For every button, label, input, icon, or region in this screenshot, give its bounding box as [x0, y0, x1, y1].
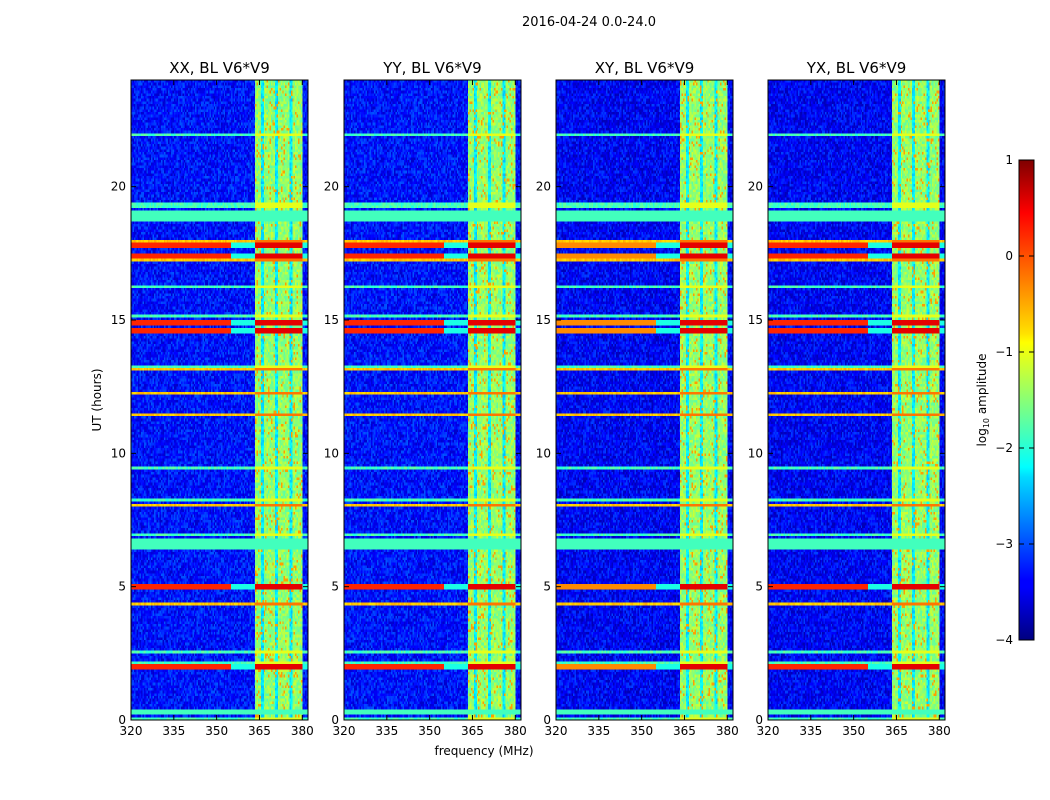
- x-tick-label: 320: [545, 724, 568, 738]
- y-tick-label: 10: [748, 446, 763, 460]
- x-tick-label: 380: [291, 724, 314, 738]
- heatmap-1: [131, 80, 308, 720]
- panel-4: YX, BL V6*V9 320 335 350 365 380 0 5 10 15 20: [748, 59, 951, 738]
- colorbar: 10−1−2−3−4 log10 amplitude: [975, 153, 1035, 647]
- y-tick-label: 10: [536, 446, 551, 460]
- y-tick-label: 5: [543, 580, 551, 594]
- heatmap-3: [556, 80, 733, 720]
- colorbar-gradient: [1019, 160, 1034, 640]
- x-tick-label: 335: [375, 724, 398, 738]
- colorbar-label-log: log: [975, 428, 989, 446]
- colorbar-tick-label: 0: [1005, 249, 1013, 263]
- y-tick-label: 0: [543, 713, 551, 727]
- x-tick-label: 365: [673, 724, 696, 738]
- colorbar-tick-label: −1: [995, 345, 1013, 359]
- y-tick-label: 20: [111, 180, 126, 194]
- colorbar-tick-label: 1: [1005, 153, 1013, 167]
- x-tick-label: 365: [461, 724, 484, 738]
- panel-frame-4: [767, 79, 946, 721]
- panel-frame-3: [555, 79, 734, 721]
- y-axis-label: UT (hours): [90, 368, 104, 431]
- panel-2: YY, BL V6*V9 320 335 350 365 380 0 5 10 15 20: [324, 59, 527, 738]
- heatmap-canvas-1: [131, 80, 308, 720]
- y-tick-label: 15: [324, 313, 339, 327]
- figure-title: 2016-04-24 0.0-24.0: [522, 15, 656, 30]
- x-tick-label: 365: [885, 724, 908, 738]
- colorbar-label-tail: amplitude: [975, 354, 989, 418]
- x-tick-label: 380: [504, 724, 527, 738]
- x-tick-label: 335: [162, 724, 185, 738]
- colorbar-ticks: 1 0 −1 −2 −3 −4: [995, 153, 1034, 647]
- y-tick-label: 5: [755, 580, 763, 594]
- x-tick-label: 380: [928, 724, 951, 738]
- panel-title-3: XY, BL V6*V9: [595, 59, 695, 77]
- y-tick-label: 5: [118, 580, 126, 594]
- heatmap-canvas-3: [556, 80, 733, 720]
- colorbar-frame: [1018, 159, 1035, 641]
- colorbar-tick-label: −3: [995, 537, 1013, 551]
- heatmap-2: [344, 80, 521, 720]
- panel-title-2: YY, BL V6*V9: [382, 59, 481, 77]
- y-tick-label: 0: [118, 713, 126, 727]
- heatmap-canvas-4: [768, 80, 945, 720]
- x-tick-label: 320: [757, 724, 780, 738]
- y-tick-label: 20: [536, 180, 551, 194]
- panel-frame-1: [130, 79, 309, 721]
- x-tick-label: 380: [716, 724, 739, 738]
- colorbar-tick-label: −2: [995, 441, 1013, 455]
- heatmap-4: [768, 80, 945, 720]
- colorbar-label: log10 amplitude: [975, 354, 991, 447]
- x-tick-label: 320: [120, 724, 143, 738]
- colorbar-tick-label: −4: [995, 633, 1013, 647]
- x-tick-label: 335: [799, 724, 822, 738]
- x-tick-label: 335: [587, 724, 610, 738]
- y-tick-label: 15: [748, 313, 763, 327]
- y-tick-label: 15: [111, 313, 126, 327]
- y-tick-label: 15: [536, 313, 551, 327]
- colorbar-label-sub: 10: [982, 418, 991, 428]
- x-axis-label: frequency (MHz): [434, 744, 533, 758]
- y-tick-label: 20: [324, 180, 339, 194]
- x-tick-label: 320: [333, 724, 356, 738]
- y-tick-label: 20: [748, 180, 763, 194]
- x-tick-label: 350: [205, 724, 228, 738]
- heatmap-canvas-2: [344, 80, 521, 720]
- x-tick-label: 350: [842, 724, 865, 738]
- y-tick-label: 0: [331, 713, 339, 727]
- y-tick-label: 5: [331, 580, 339, 594]
- panel-1: XX, BL V6*V9 320 335 350 365 380 0 5 10 15 20: [111, 59, 314, 738]
- x-tick-label: 350: [630, 724, 653, 738]
- panel-title-1: XX, BL V6*V9: [169, 59, 270, 77]
- x-tick-label: 350: [418, 724, 441, 738]
- y-tick-label: 10: [324, 446, 339, 460]
- x-tick-label: 365: [248, 724, 271, 738]
- panel-3: XY, BL V6*V9 320 335 350 365 380 0 5 10 15 20: [536, 59, 739, 738]
- y-tick-label: 10: [111, 446, 126, 460]
- panel-title-4: YX, BL V6*V9: [806, 59, 907, 77]
- y-tick-label: 0: [755, 713, 763, 727]
- panel-frame-2: [343, 79, 522, 721]
